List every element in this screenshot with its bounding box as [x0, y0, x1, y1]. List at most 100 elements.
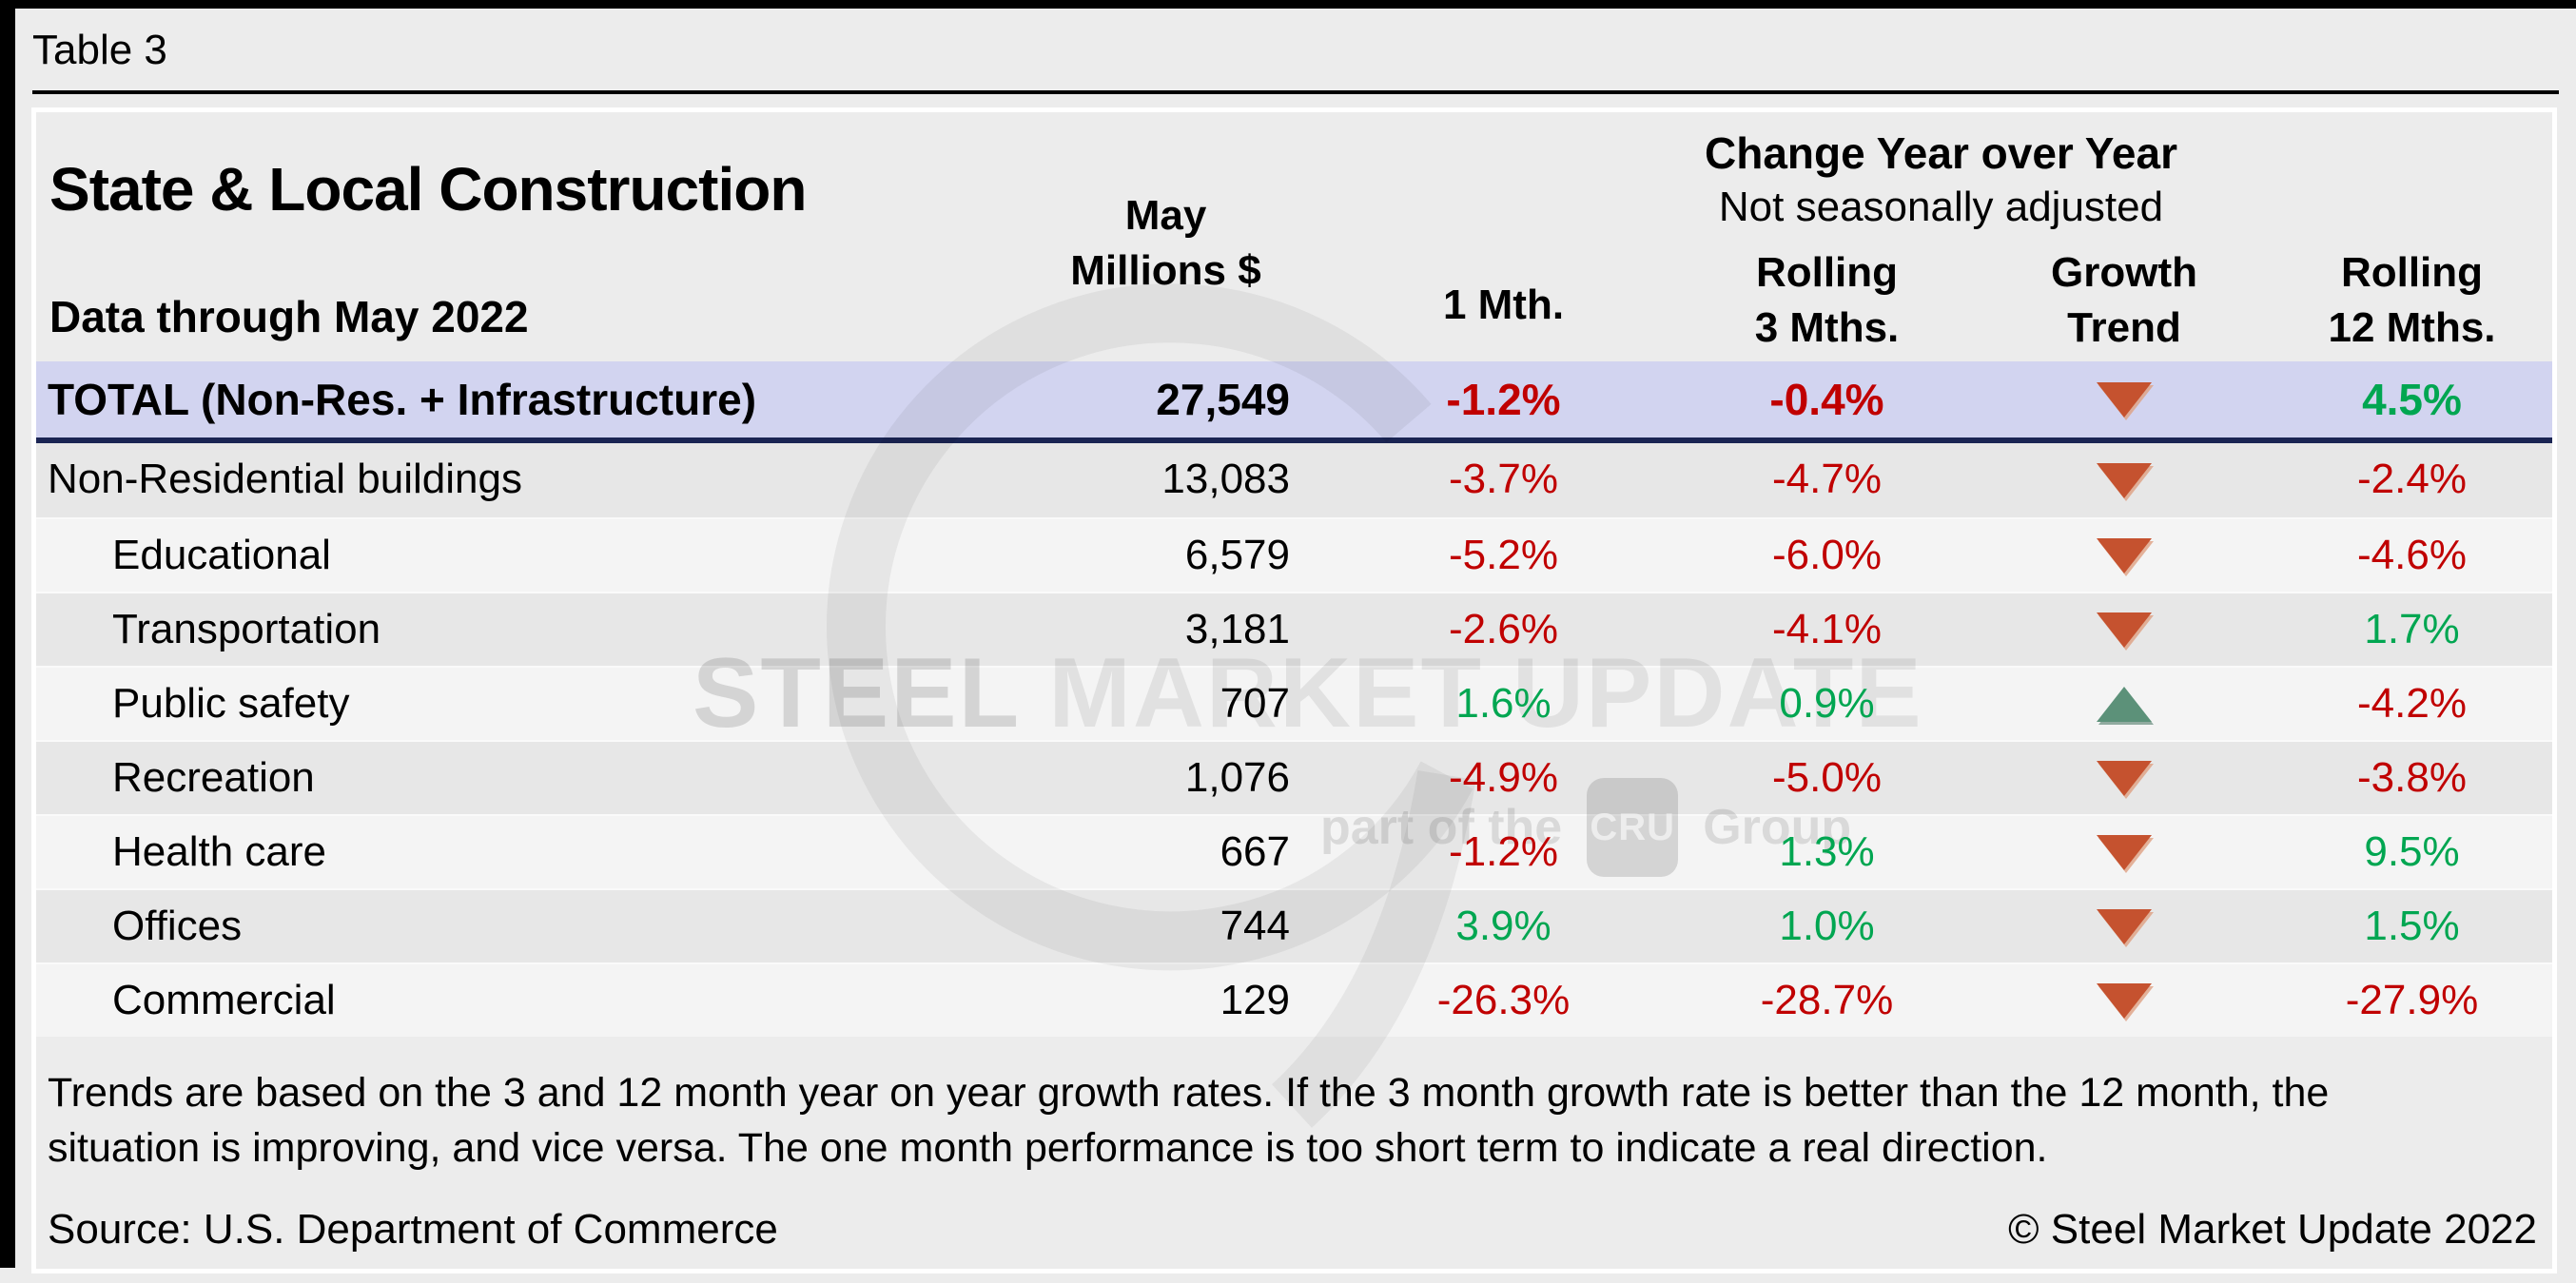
row-value-1mth: -1.2%: [1449, 828, 1558, 875]
trend-icon: [2097, 908, 2152, 944]
column-group-header: Change Year over Year Not seasonally adj…: [1330, 112, 2552, 234]
top-frame-bar: [0, 0, 2576, 9]
row-value-may: 667: [1220, 828, 1290, 875]
table-title: State & Local Construction: [49, 155, 807, 224]
row-trend-cell: [1977, 816, 2272, 888]
page-content: Table 3 State & Local Construction Data …: [15, 9, 2576, 1283]
row-value-12mths: -4.2%: [2357, 680, 2467, 727]
row-label: Recreation: [112, 754, 315, 801]
table-row: Commercial 129 -26.3% -28.7% -27.9%: [36, 962, 2552, 1037]
left-frame-bar: [0, 0, 15, 1268]
row-value-3mths: -4.7%: [1772, 456, 1882, 502]
column-header-1mth: 1 Mth.: [1442, 282, 1565, 328]
row-value-may: 707: [1220, 680, 1290, 727]
row-value-3mths: -6.0%: [1772, 532, 1882, 578]
row-value-may: 6,579: [1184, 532, 1290, 578]
row-value-12mths: 1.5%: [2364, 903, 2460, 949]
row-trend-cell: [1977, 964, 2272, 1037]
table-body: TOTAL (Non-Res. + Infrastructure) 27,549…: [36, 361, 2552, 1037]
row-value-12mths: 1.7%: [2364, 606, 2460, 652]
row-label: Health care: [112, 828, 327, 875]
table-row: Offices 744 3.9% 1.0% 1.5%: [36, 888, 2552, 962]
column-header-3mths-line1: Rolling: [1755, 249, 1899, 296]
row-value-1mth: -5.2%: [1449, 532, 1558, 578]
row-trend-cell: [1977, 361, 2272, 437]
row-value-may: 13,083: [1161, 456, 1290, 502]
row-value-12mths: -2.4%: [2357, 456, 2467, 502]
row-label: Commercial: [112, 977, 336, 1023]
row-value-12mths: 9.5%: [2364, 828, 2460, 875]
row-value-may: 1,076: [1184, 754, 1290, 801]
group-header-title: Change Year over Year: [1705, 128, 2177, 178]
row-value-1mth: -26.3%: [1436, 977, 1571, 1023]
row-value-3mths: -4.1%: [1772, 606, 1882, 652]
row-label: Public safety: [112, 680, 350, 727]
group-header-subtitle: Not seasonally adjusted: [1718, 184, 2164, 230]
row-value-may: 3,181: [1184, 606, 1290, 652]
column-header-trend-line1: Growth: [2051, 249, 2197, 296]
row-trend-cell: [1977, 593, 2272, 666]
row-label: Educational: [112, 532, 331, 578]
column-header-growth-trend: Growth Trend: [1977, 245, 2272, 361]
row-value-1mth: 1.6%: [1455, 680, 1551, 727]
construction-table: State & Local Construction Data through …: [31, 107, 2557, 1273]
row-value-12mths: -4.6%: [2357, 532, 2467, 578]
row-value-3mths: -5.0%: [1772, 754, 1882, 801]
column-header-12mths-line1: Rolling: [2340, 249, 2484, 296]
row-value-1mth: -1.2%: [1446, 375, 1561, 424]
table-row: Recreation 1,076 -4.9% -5.0% -3.8%: [36, 740, 2552, 814]
row-label: Transportation: [112, 606, 381, 652]
row-trend-cell: [1977, 519, 2272, 592]
column-header-may-millions: May Millions $: [1002, 188, 1330, 361]
trend-icon: [2097, 982, 2152, 1019]
source-row: Source: U.S. Department of Commerce © St…: [48, 1206, 2537, 1254]
row-label: Non-Residential buildings: [48, 456, 522, 502]
row-label: TOTAL (Non-Res. + Infrastructure): [48, 375, 757, 424]
column-header-trend-line2: Trend: [2067, 304, 2181, 351]
row-value-12mths: 4.5%: [2362, 375, 2462, 424]
horizontal-rule: [32, 90, 2559, 94]
trend-icon: [2097, 834, 2152, 870]
row-value-may: 744: [1220, 903, 1290, 949]
source-text: Source: U.S. Department of Commerce: [48, 1206, 778, 1253]
trend-icon: [2097, 686, 2152, 722]
row-value-3mths: -0.4%: [1769, 375, 1884, 424]
table-row: Public safety 707 1.6% 0.9% -4.2%: [36, 666, 2552, 740]
column-header-may-line2: Millions $: [1070, 247, 1261, 294]
column-header-rolling-12mths: Rolling 12 Mths.: [2272, 245, 2552, 361]
trend-icon: [2097, 612, 2152, 648]
table-header: State & Local Construction Data through …: [36, 112, 2552, 361]
column-header-12mths-line2: 12 Mths.: [2328, 304, 2496, 351]
table-row: Health care 667 -1.2% 1.3% 9.5%: [36, 814, 2552, 888]
row-value-3mths: 0.9%: [1779, 680, 1875, 727]
row-trend-cell: [1977, 443, 2272, 517]
row-value-1mth: -4.9%: [1449, 754, 1558, 801]
trend-icon: [2097, 381, 2152, 418]
trend-icon: [2097, 537, 2152, 573]
row-value-3mths: 1.0%: [1779, 903, 1875, 949]
row-trend-cell: [1977, 668, 2272, 740]
row-value-1mth: -2.6%: [1449, 606, 1558, 652]
row-value-3mths: -28.7%: [1760, 977, 1894, 1023]
row-value-12mths: -3.8%: [2357, 754, 2467, 801]
column-header-3mths-line2: 3 Mths.: [1754, 304, 1900, 351]
table-row: Educational 6,579 -5.2% -6.0% -4.6%: [36, 517, 2552, 592]
row-trend-cell: [1977, 890, 2272, 962]
row-value-3mths: 1.3%: [1779, 828, 1875, 875]
table-number-label: Table 3: [32, 27, 167, 73]
column-header-may-line1: May: [1124, 192, 1207, 239]
row-value-1mth: -3.7%: [1449, 456, 1558, 502]
copyright-text: © Steel Market Update 2022: [2008, 1206, 2537, 1253]
table-row-total: TOTAL (Non-Res. + Infrastructure) 27,549…: [36, 361, 2552, 443]
row-value-12mths: -27.9%: [2345, 977, 2479, 1023]
row-value-may: 27,549: [1156, 375, 1290, 424]
table-subtitle: Data through May 2022: [49, 292, 529, 341]
trend-icon: [2097, 462, 2152, 498]
row-label: Offices: [112, 903, 243, 949]
trend-icon: [2097, 760, 2152, 796]
table-row: Transportation 3,181 -2.6% -4.1% 1.7%: [36, 592, 2552, 666]
row-value-may: 129: [1220, 977, 1290, 1023]
table-row: Non-Residential buildings 13,083 -3.7% -…: [36, 443, 2552, 517]
column-header-rolling-3mths: Rolling 3 Mths.: [1677, 245, 1977, 361]
